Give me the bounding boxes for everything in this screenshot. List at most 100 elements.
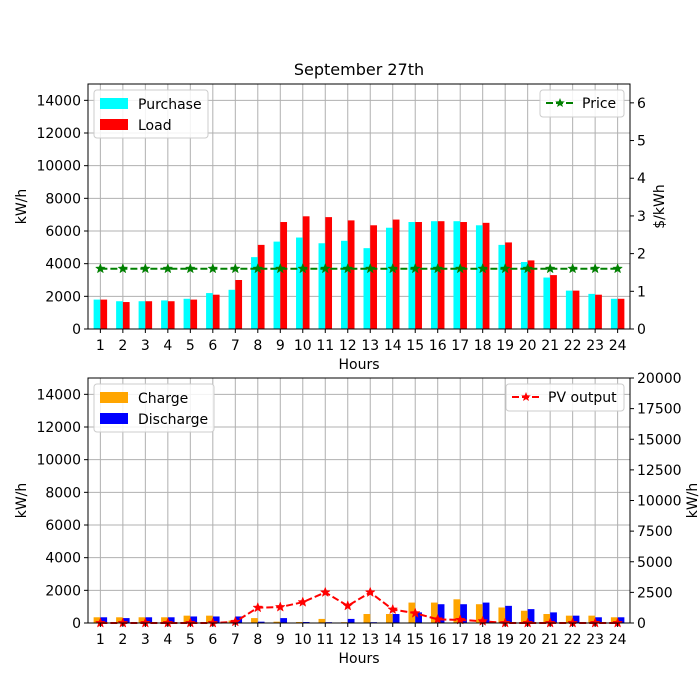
- legend-right: PV output: [505, 383, 625, 412]
- x-tick-label: 11: [316, 632, 334, 648]
- point: [139, 262, 151, 274]
- y-axis-right: 0 1 2 3 4 5 6 $/kWh: [630, 96, 668, 338]
- x-tick-label: 14: [384, 338, 402, 354]
- y2-tick-label: 0: [637, 322, 646, 338]
- y-tick-label: 2000: [45, 583, 81, 599]
- x-tick-label: 1: [96, 338, 105, 354]
- point: [387, 262, 399, 274]
- legend-label: Price: [582, 96, 616, 112]
- bar: [588, 615, 596, 623]
- x-tick-label: 5: [186, 632, 195, 648]
- y-axis-left: 0 2000 4000 6000 8000 10000 12000 14000 kW/h: [14, 93, 88, 338]
- point: [342, 600, 354, 611]
- bar: [273, 621, 281, 623]
- x-tick-label: 10: [294, 632, 312, 648]
- bar: [235, 616, 243, 623]
- x-axis: 1 2 3 4 5 6 7 8 9 10 11 12 13 14 15 16 17 18 19 20 21 22 23 24H…: [96, 329, 627, 373]
- y-tick-label: 6000: [45, 224, 81, 240]
- x-tick-label: 3: [141, 632, 150, 648]
- point: [117, 262, 129, 274]
- y-tick-label: 0: [72, 616, 81, 632]
- bar: [138, 617, 146, 623]
- point: [499, 262, 511, 274]
- line-series-pv-output: [94, 586, 624, 628]
- x-tick-label: 12: [339, 632, 357, 648]
- point: [252, 601, 264, 613]
- bar: [116, 301, 123, 329]
- y2-tick-label: 10000: [637, 494, 682, 510]
- bar: [370, 225, 377, 329]
- legend-marker: [555, 98, 565, 108]
- bar: [527, 609, 535, 623]
- bar: [505, 242, 512, 329]
- point: [432, 262, 444, 274]
- bar: [93, 617, 101, 623]
- x-axis: 1 2 3 4 5 6 7 8 9 10 11 12 13 14 15 16 17 18 19 20 21 22 23 24H…: [96, 623, 627, 667]
- bar: [296, 237, 303, 329]
- bar: [93, 299, 101, 329]
- x-tick-label: 23: [586, 632, 604, 648]
- bar: [453, 599, 461, 623]
- point: [477, 262, 489, 274]
- y2-tick-label: 5000: [637, 555, 673, 571]
- bar: [190, 299, 198, 329]
- y-tick-label: 10000: [36, 453, 81, 469]
- bar: [430, 602, 438, 623]
- x-tick-label: 3: [141, 338, 150, 354]
- x-tick-label: 18: [474, 338, 492, 354]
- x-tick-label: 5: [186, 338, 195, 354]
- point: [589, 262, 601, 274]
- bar: [206, 293, 213, 329]
- x-axis-label: Hours: [338, 651, 379, 667]
- y-axis-label: kW/h: [14, 483, 30, 519]
- point: [522, 262, 534, 274]
- bar: [347, 618, 355, 623]
- point: [184, 262, 196, 274]
- bar: [363, 614, 371, 623]
- point: [454, 262, 466, 274]
- y-tick-label: 14000: [36, 93, 81, 109]
- x-tick-label: 16: [429, 632, 447, 648]
- y-tick-label: 12000: [36, 420, 81, 436]
- x-tick-label: 16: [429, 338, 447, 354]
- x-tick-label: 2: [118, 338, 127, 354]
- y2-tick-label: 12500: [637, 463, 682, 479]
- x-tick-label: 15: [406, 632, 424, 648]
- bar: [543, 614, 551, 623]
- bar: [460, 222, 467, 329]
- x-tick-label: 6: [208, 338, 217, 354]
- x-tick-label: 4: [163, 338, 172, 354]
- bar: [228, 289, 236, 329]
- bar: [430, 221, 438, 329]
- point: [319, 586, 331, 597]
- x-tick-label: 10: [294, 338, 312, 354]
- bar: [257, 621, 265, 623]
- bar: [280, 222, 288, 329]
- bar: [347, 220, 355, 329]
- bar: [385, 614, 393, 623]
- point: [409, 262, 421, 274]
- x-axis-label: Hours: [338, 357, 379, 373]
- bar: [572, 615, 580, 623]
- bar: [251, 618, 258, 623]
- bar-series-discharge: [100, 602, 625, 623]
- legend-box: [539, 89, 625, 118]
- bar: [520, 610, 528, 623]
- y2-tick-label: 4: [637, 171, 646, 187]
- bar: [122, 302, 130, 329]
- bar: [453, 221, 461, 329]
- x-tick-label: 21: [541, 338, 559, 354]
- bar-series-purchase: [93, 221, 618, 329]
- legend-label: Discharge: [138, 412, 208, 428]
- bar: [482, 602, 490, 623]
- point: [94, 262, 106, 274]
- bar: [437, 604, 445, 623]
- bar: [145, 301, 153, 329]
- point: [297, 596, 309, 607]
- bar: [122, 618, 130, 623]
- bar: [572, 290, 580, 329]
- y2-tick-label: 15000: [637, 432, 682, 448]
- bar: [505, 605, 512, 623]
- chart-title: September 27th: [294, 60, 424, 79]
